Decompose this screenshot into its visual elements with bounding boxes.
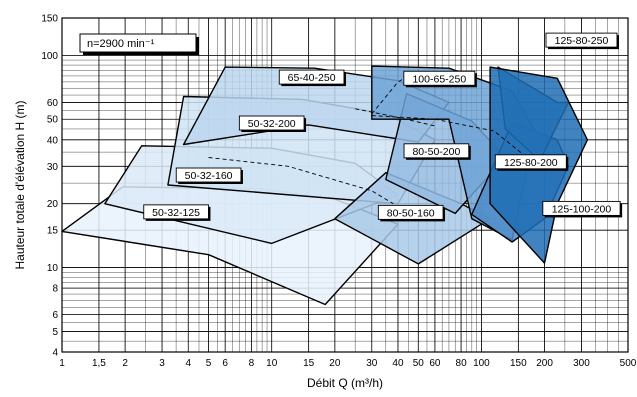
plot-frame (61, 17, 629, 353)
region-label-50-32-200: 50-32-200 (238, 115, 307, 133)
x-tick-label: 6 (222, 358, 228, 369)
x-tick-label: 15 (303, 358, 315, 369)
region-label-text: 65-40-250 (288, 72, 336, 84)
region-label-80-50-200: 80-50-200 (403, 143, 471, 160)
y-tick-label: 5 (52, 327, 58, 338)
x-tick-label: 4 (185, 358, 191, 369)
y-tick-label: 4 (52, 348, 58, 359)
x-tick-label: 5 (206, 358, 212, 369)
region-label-text: 125-80-250 (555, 35, 609, 47)
region-label-125-100-200: 125-100-200 (542, 200, 623, 218)
region-label-80-50-160: 80-50-160 (377, 204, 446, 222)
region-labels: 50-32-125 50-32-160 50-32-200 65-40-250 80-5… (143, 32, 623, 222)
y-axis-label: Hauteur totale d'élévation H (m) (13, 100, 27, 269)
y-tick-label: 100 (41, 51, 58, 62)
region-label-125-80-200: 125-80-200 (494, 154, 569, 171)
y-tick-label: 20 (47, 199, 59, 210)
x-tick-label: 10 (266, 358, 278, 369)
y-tick-label: 60 (47, 98, 59, 109)
x-tick-label: 50 (413, 358, 425, 369)
x-tick-label: 2 (122, 358, 128, 369)
y-tick-labels: 4 5 6 8 10 15 20 30 40 50 60 100 150 (41, 14, 58, 359)
y-tick-label: 8 (52, 284, 58, 295)
pump-regions (61, 65, 589, 306)
region-label-125-80-250: 125-80-250 (545, 32, 619, 50)
region-label-text: 50-32-160 (185, 170, 233, 182)
region-label-50-32-125: 50-32-125 (143, 204, 211, 221)
region-label-65-40-250: 65-40-250 (278, 69, 346, 87)
x-tick-label: 500 (620, 358, 637, 369)
region-label-100-65-250: 100-65-250 (403, 70, 477, 88)
x-tick-label: 40 (392, 358, 404, 369)
y-tick-label: 30 (47, 162, 59, 173)
region-label-text: 125-100-200 (552, 203, 612, 215)
region-label-text: 50-32-125 (152, 207, 200, 219)
region-label-text: 100-65-250 (412, 73, 466, 85)
x-tick-label: 200 (536, 358, 553, 369)
dashed-curve (355, 108, 436, 127)
x-tick-label: 1 (59, 358, 65, 369)
x-tick-label: 20 (329, 358, 341, 369)
x-tick-label: 60 (429, 358, 441, 369)
y-tick-label: 40 (47, 135, 59, 146)
x-axis-label: Débit Q (m³/h) (307, 376, 383, 390)
y-tick-label: 10 (47, 263, 59, 274)
x-tick-label: 100 (473, 358, 490, 369)
speed-annotation: n=2900 min⁻¹ (87, 38, 155, 50)
y-tick-label: 15 (47, 226, 59, 237)
region-label-text: 80-50-200 (412, 146, 460, 158)
region-label-text: 125-80-200 (504, 157, 558, 169)
x-tick-labels: 1 1,5 2 3 4 5 6 8 10 15 20 30 40 50 60 80 100 150 200 300 50… (59, 358, 637, 369)
x-tick-label: 1,5 (92, 358, 106, 369)
region-label-text: 80-50-160 (387, 207, 435, 219)
y-tick-label: 50 (47, 115, 59, 126)
x-tick-label: 150 (510, 358, 527, 369)
dashed-curve (371, 115, 528, 158)
region-label-50-32-160: 50-32-160 (175, 167, 243, 185)
region-label-text: 50-32-200 (248, 118, 296, 130)
x-tick-label: 30 (366, 358, 378, 369)
x-tick-label: 3 (159, 358, 165, 369)
speed-annotation-box: n=2900 min⁻¹ (79, 33, 199, 55)
y-tick-label: 150 (41, 14, 58, 25)
x-tick-label: 300 (573, 358, 590, 369)
x-tick-label: 80 (456, 358, 468, 369)
x-tick-label: 8 (249, 358, 255, 369)
y-tick-label: 6 (52, 310, 58, 321)
